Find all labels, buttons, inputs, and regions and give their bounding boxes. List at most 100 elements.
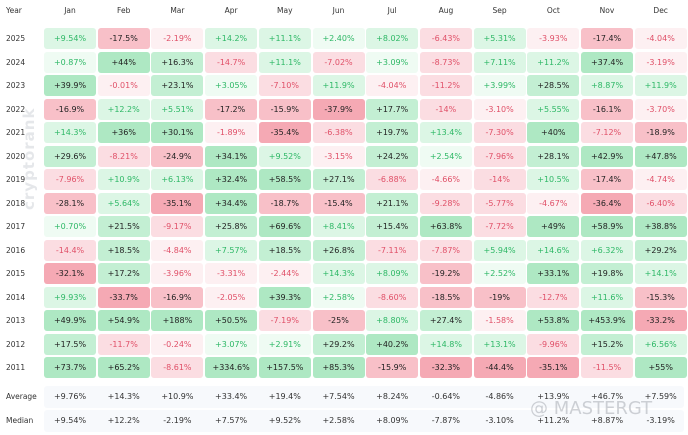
- cell: +7.54%: [322, 392, 355, 401]
- cell: +10.9%: [97, 169, 150, 190]
- cell: +29.6%: [44, 145, 96, 167]
- cell: +2.52%: [473, 263, 526, 284]
- column-header: Apr: [224, 6, 238, 15]
- cell: +2.58%: [322, 416, 355, 425]
- cell: -7.19%: [258, 310, 311, 331]
- cell: -0.24%: [151, 333, 204, 355]
- cell: +0.70%: [44, 216, 96, 237]
- cell: +30.1%: [151, 122, 204, 143]
- cell: +28.1%: [527, 145, 580, 167]
- cell: -33.2%: [634, 310, 687, 331]
- cell: +40.2%: [366, 333, 419, 355]
- cell: -3.93%: [527, 28, 580, 49]
- cell: +9.54%: [53, 416, 87, 425]
- cell: -17.4%: [581, 169, 633, 190]
- cell: +11.1%: [258, 28, 311, 49]
- row-label: 2021: [6, 128, 26, 137]
- cell: +14.3%: [44, 122, 96, 143]
- cell: -12.7%: [527, 286, 580, 308]
- cell: -33.7%: [97, 286, 150, 308]
- cell: +17.5%: [44, 333, 96, 355]
- cell: +17.2%: [97, 263, 150, 284]
- cell: +8.24%: [376, 392, 409, 401]
- cell: -3.31%: [205, 263, 258, 284]
- cell: -35.4%: [258, 122, 311, 143]
- cell: +38.8%: [634, 216, 687, 237]
- cell: -7.11%: [366, 239, 419, 261]
- cell: +53.8%: [527, 310, 580, 331]
- cell: +5.31%: [473, 28, 526, 49]
- cell: +2.58%: [312, 286, 365, 308]
- cell: +18.5%: [258, 239, 311, 261]
- cell: -35.1%: [527, 357, 580, 378]
- cell: -3.10%: [473, 98, 526, 120]
- cell: +7.11%: [473, 51, 526, 73]
- cell: +8.09%: [366, 263, 419, 284]
- row-label: 2015: [6, 269, 26, 278]
- cell: +28.5%: [527, 75, 580, 96]
- cell: -7.10%: [258, 75, 311, 96]
- cell: -7.87%: [431, 416, 461, 425]
- cell: -44.4%: [473, 357, 526, 378]
- cell: -18.5%: [419, 286, 472, 308]
- row-label: 2019: [6, 175, 26, 184]
- cell: +13.4%: [419, 122, 472, 143]
- cell: +7.57%: [215, 416, 248, 425]
- cell: -7.96%: [44, 169, 96, 190]
- cell: -17.5%: [97, 28, 150, 49]
- column-header: Nov: [599, 6, 615, 15]
- cell: +11.2%: [537, 416, 570, 425]
- cell: +33.4%: [215, 392, 248, 401]
- cell: -17.4%: [581, 28, 633, 49]
- row-label: 2020: [6, 151, 26, 161]
- cell: -4.74%: [634, 169, 687, 190]
- cell: -6.38%: [312, 122, 365, 143]
- cell: -3.19%: [646, 416, 675, 425]
- cell: -2.05%: [205, 286, 258, 308]
- cell: +23.1%: [151, 75, 204, 96]
- cell: +29.2%: [634, 239, 687, 261]
- cell: -19%: [473, 286, 526, 308]
- cell: -7.96%: [473, 145, 526, 167]
- cell: +11.9%: [312, 75, 365, 96]
- cell: +3.05%: [205, 75, 258, 96]
- cell: +14.3%: [107, 392, 140, 401]
- row-label: 2025: [6, 34, 26, 43]
- cell: +8.09%: [376, 416, 409, 425]
- cell: -14%: [419, 98, 472, 120]
- row-label: 2024: [6, 57, 26, 67]
- cell: +12.2%: [97, 98, 150, 120]
- cell: +29.2%: [312, 333, 365, 355]
- cell: +33.1%: [527, 263, 580, 284]
- cell: -24.9%: [151, 145, 204, 167]
- cell: +16.3%: [151, 51, 204, 73]
- cell: -15.9%: [258, 98, 311, 120]
- cell: -32.1%: [44, 263, 96, 284]
- column-header: May: [277, 6, 293, 15]
- column-header: Sep: [492, 6, 507, 15]
- cell: -1.58%: [473, 310, 526, 331]
- cell: -4.86%: [485, 392, 514, 401]
- cell: -35.1%: [151, 192, 204, 214]
- cell: -2.19%: [151, 28, 204, 49]
- cell: +9.93%: [44, 286, 96, 308]
- cell: -14%: [473, 169, 526, 190]
- cell: +40%: [527, 122, 580, 143]
- cell: -28.1%: [44, 192, 96, 214]
- cell: +19.7%: [366, 122, 419, 143]
- cell: +11.1%: [258, 51, 311, 73]
- cell: +0.87%: [44, 51, 96, 73]
- cell: -3.96%: [151, 263, 204, 284]
- row-label: 2018: [6, 198, 26, 208]
- cell: -11.5%: [581, 357, 633, 378]
- cell: -4.66%: [419, 169, 472, 190]
- row-label: 2013: [6, 316, 26, 325]
- cell: +2.54%: [419, 145, 472, 167]
- cell: +8.02%: [366, 28, 419, 49]
- cell: +5.55%: [527, 98, 580, 120]
- column-header: Feb: [117, 6, 131, 15]
- cell: +32.4%: [205, 169, 258, 190]
- cell: +34.1%: [205, 145, 258, 167]
- cell: +5.94%: [473, 239, 526, 261]
- cell: -3.15%: [312, 145, 365, 167]
